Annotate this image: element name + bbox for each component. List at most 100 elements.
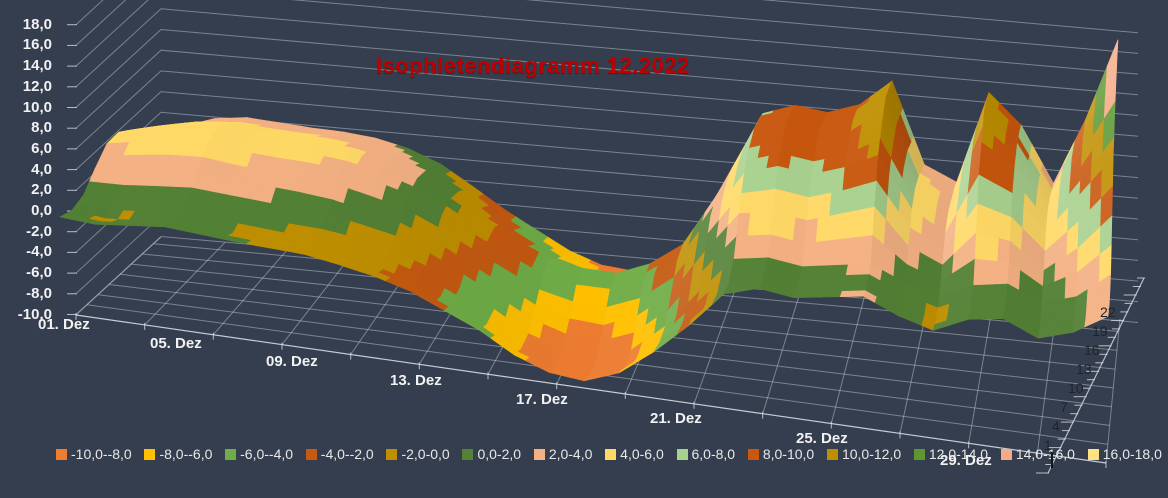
surface-cell <box>845 264 860 276</box>
legend-swatch <box>747 448 759 460</box>
surface-cell <box>843 274 858 287</box>
depth-axis-label: 7 <box>1060 399 1068 415</box>
legend-item[interactable]: 8,0-10,0 <box>747 446 815 462</box>
surface-cell <box>993 294 1008 308</box>
value-axis-label: 10,0 <box>22 98 52 116</box>
legend-label: -10,0--8,0 <box>71 446 132 462</box>
chart-title[interactable]: Isophletendiagramm 12.2022 <box>376 53 690 78</box>
surface-cell <box>853 284 868 292</box>
surface-plot[interactable] <box>59 39 1119 382</box>
value-axis-label: 8,0 <box>31 119 52 137</box>
legend-label: 10,0-12,0 <box>841 446 902 462</box>
legend-swatch <box>386 448 398 460</box>
legend-swatch <box>826 448 838 460</box>
i-beam-cursor <box>1051 452 1053 468</box>
category-axis-label: 09. Dez <box>266 353 318 370</box>
legend-label: 12,0-14,0 <box>928 446 989 462</box>
value-axis-label: -8,0 <box>26 284 52 302</box>
legend: -10,0--8,0 -8,0--6,0 -6,0--4,0 -4,0--2,0 -2,… <box>56 444 1162 464</box>
surface-cell <box>839 290 855 298</box>
legend-label: 2,0-4,0 <box>548 446 593 462</box>
surface-cell <box>830 285 845 292</box>
value-axis-label: 12,0 <box>22 77 52 95</box>
value-axis-label: -4,0 <box>26 243 52 261</box>
legend-swatch <box>1087 448 1099 460</box>
surface-cell <box>859 235 874 265</box>
category-axis-label: 21. Dez <box>650 410 702 427</box>
legend-swatch <box>144 448 156 460</box>
value-axis-label: 18,0 <box>22 15 52 33</box>
surface-cell <box>974 232 989 261</box>
surface-cell <box>970 295 985 308</box>
surface-cell <box>988 180 1002 214</box>
surface-cell <box>987 207 1001 239</box>
surface-cell <box>998 212 1012 242</box>
legend-item[interactable]: 6,0-8,0 <box>676 446 736 462</box>
surface-cell <box>969 306 983 314</box>
surface-cell <box>973 258 987 286</box>
legend-swatch <box>913 448 925 460</box>
legend-item[interactable]: -2,0-0,0 <box>386 446 450 462</box>
legend-item[interactable]: 2,0-4,0 <box>533 446 593 462</box>
depth-axis-label: 22 <box>1100 304 1116 320</box>
value-axis-label: 6,0 <box>31 139 52 157</box>
legend-swatch <box>462 448 474 460</box>
legend-label: 16,0-18,0 <box>1102 446 1162 462</box>
value-axis-label: -2,0 <box>26 222 52 240</box>
surface-cell <box>986 235 1000 262</box>
category-axis-label: 17. Dez <box>516 391 568 408</box>
depth-axis-label: 1 <box>1044 437 1052 453</box>
depth-axis-label: 19 <box>1092 323 1108 339</box>
category-axis-label: 01. Dez <box>38 316 90 333</box>
surface-cell <box>997 238 1011 264</box>
surface-cell <box>992 306 1006 314</box>
legend-item[interactable]: 0,0-2,0 <box>462 446 521 462</box>
value-axis-label: 16,0 <box>22 36 52 54</box>
value-axis-label: 2,0 <box>31 181 52 199</box>
legend-label: 8,0-10,0 <box>762 446 815 462</box>
legend-label: 0,0-2,0 <box>477 446 522 462</box>
legend-label: -2,0-0,0 <box>401 446 450 462</box>
legend-item[interactable]: 14,0-16,0 <box>1000 446 1075 462</box>
surface-cell <box>979 312 994 320</box>
surface-cell <box>849 208 864 239</box>
legend-item[interactable]: -10,0--8,0 <box>56 446 132 462</box>
legend-item[interactable]: -4,0--2,0 <box>305 446 374 462</box>
surface-cell <box>984 259 999 286</box>
category-axis-label: 05. Dez <box>150 335 202 352</box>
legend-item[interactable]: 16,0-18,0 <box>1087 446 1162 462</box>
surface-cell <box>857 263 872 276</box>
category-axis-label: 25. Dez <box>796 430 848 447</box>
legend-label: -4,0--2,0 <box>320 446 374 462</box>
legend-item[interactable]: -8,0--6,0 <box>144 446 212 462</box>
legend-item[interactable]: -6,0--4,0 <box>225 446 293 462</box>
surface-cell <box>994 283 1009 297</box>
depth-axis-label: 16 <box>1084 342 1100 358</box>
legend-item[interactable]: 4,0-6,0 <box>605 446 664 462</box>
value-axis-label: 0,0 <box>31 202 52 219</box>
surface-cell <box>977 174 991 209</box>
surface-cell <box>1096 309 1110 323</box>
value-axis-label: -10,0 <box>17 305 52 323</box>
depth-axis-label: 13 <box>1076 361 1092 377</box>
surface-cell <box>971 284 986 297</box>
surface-cell <box>991 312 1005 320</box>
category-axis-label: 13. Dez <box>390 372 442 389</box>
legend-label: -6,0--4,0 <box>240 446 294 462</box>
surface-cell <box>980 306 995 314</box>
surface-cell <box>851 290 866 297</box>
legend-swatch <box>676 448 688 460</box>
legend-swatch <box>305 448 317 460</box>
legend-label: 6,0-8,0 <box>691 446 736 462</box>
legend-swatch <box>533 448 545 460</box>
legend-item[interactable]: 12,0-14,0 <box>913 446 989 462</box>
depth-axis-label: 10 <box>1068 380 1084 396</box>
category-axis-label: 29. Dez <box>940 452 992 469</box>
legend-item[interactable]: 10,0-12,0 <box>826 446 902 462</box>
surface-cell <box>855 274 870 286</box>
surface-cell <box>983 284 997 297</box>
legend-swatch <box>1000 448 1012 460</box>
surface-cell <box>976 203 990 236</box>
